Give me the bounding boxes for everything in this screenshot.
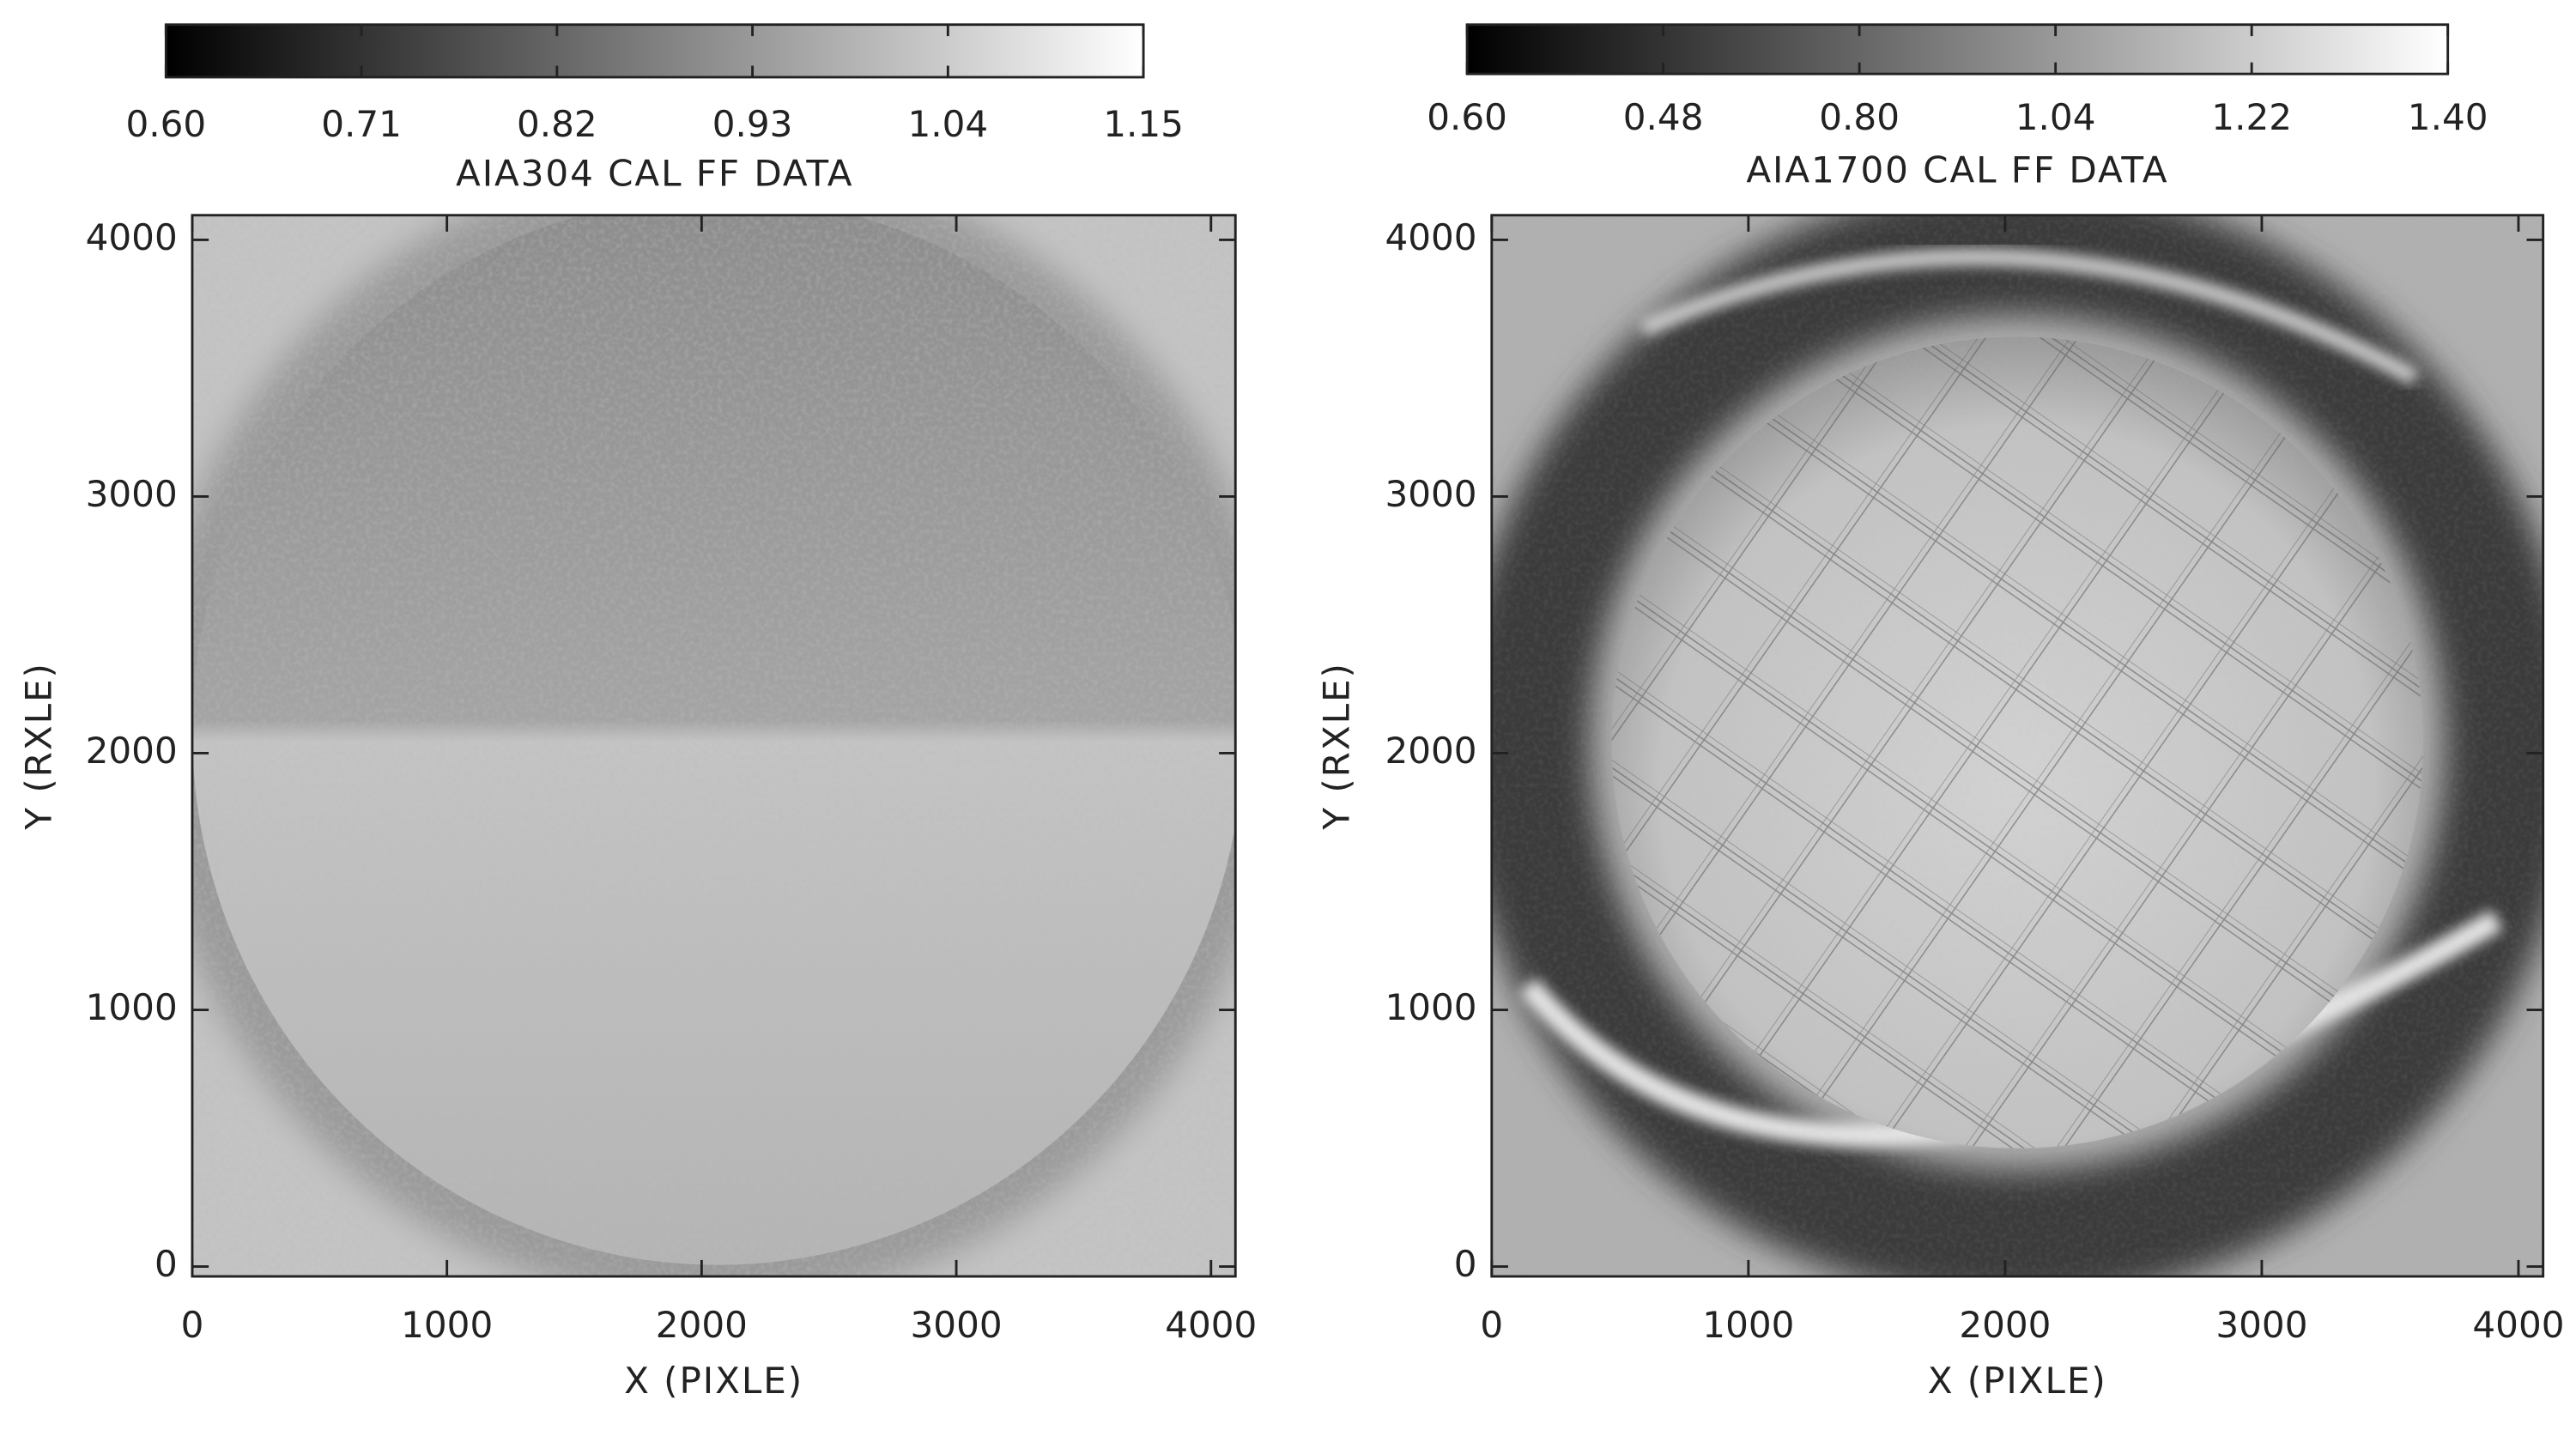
colorbar-tick-label: 1.04: [2015, 96, 2096, 138]
y-tick-label: 1000: [1385, 986, 1476, 1028]
colorbar-tick-label: 0.71: [321, 103, 402, 145]
x-tick-label: 3000: [911, 1304, 1003, 1346]
x-axis-label: X (PIXLE): [1928, 1360, 2107, 1402]
colorbar-label: AIA304 CAL FF DATA: [456, 152, 853, 194]
x-tick-label: 4000: [2472, 1304, 2564, 1346]
x-tick-label: 1000: [1702, 1304, 1794, 1346]
x-tick-label: 3000: [2215, 1304, 2307, 1346]
y-tick-label: 4000: [1385, 216, 1476, 258]
colorbar: [164, 23, 1145, 79]
x-tick-label: 0: [181, 1304, 204, 1346]
colorbar-tick-label: 0.48: [1623, 96, 1704, 138]
colorbar-tick-label: 1.40: [2408, 96, 2488, 138]
image-1700: [1491, 215, 2543, 1277]
y-tick-label: 2000: [1385, 730, 1476, 772]
plot-frame: [1490, 214, 2545, 1278]
colorbar: [1465, 23, 2450, 76]
y-tick-label: 3000: [1385, 473, 1476, 515]
image-304: [191, 215, 1236, 1277]
y-tick-label: 2000: [86, 730, 178, 772]
colorbar-tick-label: 1.15: [1103, 103, 1184, 145]
x-tick-label: 4000: [1165, 1304, 1257, 1346]
plot-frame: [191, 214, 1237, 1278]
y-tick-label: 1000: [86, 986, 178, 1028]
y-axis-label: Y (RXLE): [1315, 662, 1357, 830]
x-axis-label: X (PIXLE): [624, 1360, 803, 1402]
x-tick-label: 2000: [1959, 1304, 2051, 1346]
x-tick-label: 2000: [656, 1304, 748, 1346]
colorbar-tick-label: 0.60: [1427, 96, 1507, 138]
colorbar-label: AIA1700 CAL FF DATA: [1746, 148, 2168, 191]
colorbar-tick-label: 0.82: [517, 103, 597, 145]
y-tick-label: 0: [1454, 1243, 1477, 1285]
y-tick-label: 3000: [86, 473, 178, 515]
colorbar-tick-label: 0.93: [712, 103, 793, 145]
colorbar-tick-label: 0.60: [125, 103, 206, 145]
x-tick-label: 1000: [401, 1304, 493, 1346]
x-tick-label: 0: [1480, 1304, 1503, 1346]
colorbar-tick-label: 1.04: [907, 103, 988, 145]
y-tick-label: 0: [155, 1243, 178, 1285]
y-axis-label: Y (RXLE): [17, 662, 59, 830]
y-tick-label: 4000: [86, 216, 178, 258]
colorbar-tick-label: 0.80: [1819, 96, 1900, 138]
colorbar-tick-label: 1.22: [2211, 96, 2292, 138]
